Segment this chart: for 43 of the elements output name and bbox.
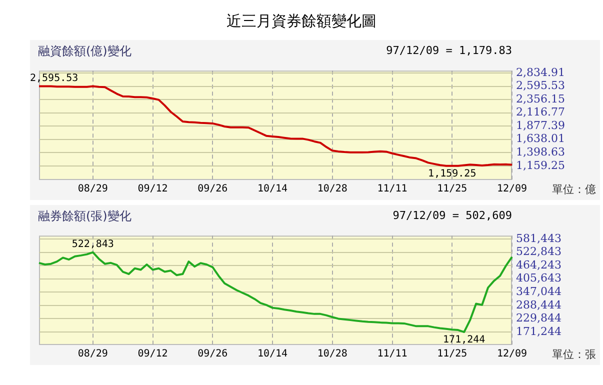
x-tick-label: 10/14: [257, 348, 288, 360]
chart-title: 近三月資券餘額變化圖: [226, 12, 378, 31]
x-tick-label: 10/14: [257, 184, 288, 195]
chart-title: 融券餘額(張)變化: [38, 208, 132, 225]
x-tick-label: 09/26: [198, 184, 228, 195]
y-tick-label: 581,443: [516, 232, 562, 245]
y-tick-label: 288,444: [516, 298, 562, 312]
annotation: 522,843: [72, 238, 114, 250]
y-tick-label: 1,159.25: [516, 158, 565, 172]
chart-subtitle: 融資餘額(億)變化: [38, 43, 132, 60]
annotation: 171,244: [443, 334, 486, 346]
x-tick-label: 11/11: [377, 348, 408, 360]
y-axis-title: 單位：張: [552, 347, 596, 362]
text: 97/12/09 = 502,609: [392, 209, 512, 222]
y-tick-label: 464,243: [516, 258, 562, 272]
x-tick-label: 08/29: [78, 184, 108, 195]
x-tick-label: 12/09: [496, 184, 528, 195]
x-tick-label: 12/09: [496, 348, 528, 360]
x-tick-label: 09/12: [138, 348, 168, 360]
y-tick-label: 2,834.91: [516, 66, 565, 79]
text: 97/12/09 = 1,179.83: [386, 44, 512, 57]
x-tick-label: 09/12: [138, 184, 168, 195]
y-tick-label: 2,356.15: [516, 92, 565, 106]
x-tick-label: 10/28: [317, 348, 348, 360]
y-tick-label: 405,643: [516, 272, 562, 285]
y-tick-label: 229,844: [516, 312, 562, 325]
x-tick-label: 11/11: [377, 184, 408, 195]
y-tick-label: 2,116.77: [516, 106, 565, 119]
x-tick-label: 10/28: [317, 184, 348, 195]
x-tick-label: 08/29: [78, 348, 108, 360]
y-tick-label: 1,877.39: [516, 118, 565, 132]
y-axis-title: 單位：億: [552, 182, 596, 197]
x-tick-label: 09/26: [198, 348, 228, 360]
x-tick-label: 11/25: [437, 184, 468, 195]
x-tick-label: 11/25: [437, 348, 468, 360]
y-tick-label: 2,595.53: [516, 79, 565, 92]
annotation: 2,595.53: [30, 72, 78, 84]
y-tick-label: 1,398.63: [516, 145, 565, 158]
y-tick-label: 171,244: [516, 324, 562, 338]
y-tick-label: 1,638.01: [516, 132, 565, 146]
y-tick-label: 522,843: [516, 245, 562, 258]
annotation: 1,159.25: [428, 168, 476, 180]
y-tick-label: 347,044: [516, 285, 562, 298]
